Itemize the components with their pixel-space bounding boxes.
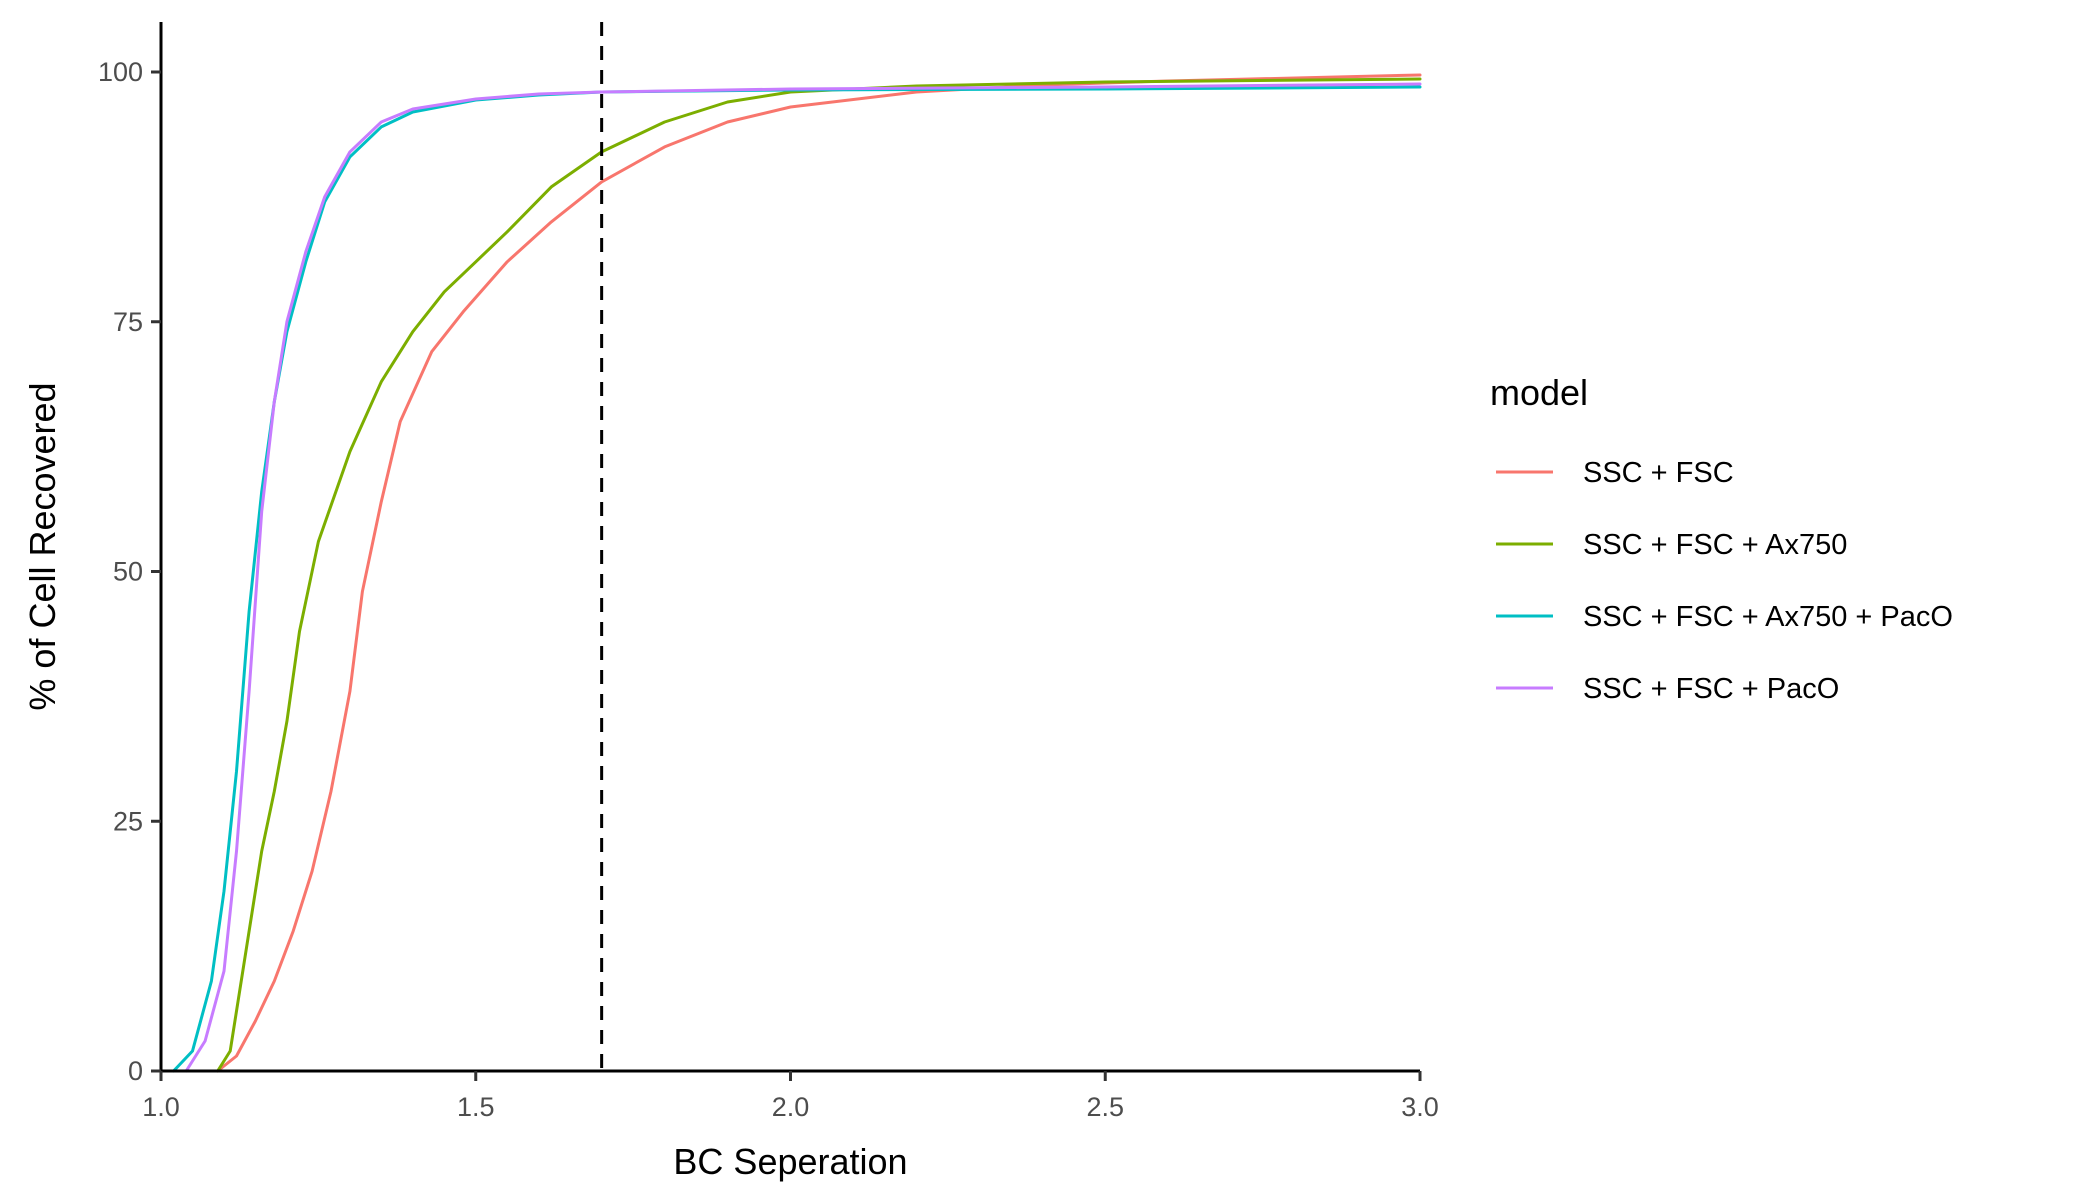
- legend-label: SSC + FSC + Ax750: [1583, 529, 1847, 561]
- legend-items: SSC + FSC SSC + FSC + Ax750 SSC + FSC + Ax…: [1496, 457, 1953, 705]
- x-tick-label: 3.0: [1401, 1092, 1439, 1122]
- x-tick-label: 2.0: [772, 1092, 810, 1122]
- y-tick-label: 100: [98, 57, 143, 87]
- series-line: [184, 82, 1422, 1073]
- plot-area: [172, 22, 1422, 1073]
- x-axis-title: BC Seperation: [673, 1141, 907, 1182]
- y-tick-label: 0: [128, 1056, 143, 1086]
- y-tick-label: 75: [113, 307, 143, 337]
- legend-label: SSC + FSC: [1583, 457, 1734, 489]
- x-tick-label: 2.5: [1086, 1092, 1124, 1122]
- axes: 1.0 1.5 2.0 2.5 3.0 0 25 50 75 100: [98, 22, 1439, 1122]
- legend-label: SSC + FSC + Ax750 + PacO: [1583, 601, 1953, 633]
- x-tick-label: 1.0: [142, 1092, 180, 1122]
- y-axis-title: % of Cell Recovered: [22, 382, 63, 710]
- x-tick-label: 1.5: [457, 1092, 495, 1122]
- y-tick-label: 25: [113, 806, 143, 836]
- series-line: [172, 85, 1422, 1073]
- series-line: [216, 73, 1422, 1073]
- x-ticks: 1.0 1.5 2.0 2.5 3.0: [142, 1071, 1439, 1122]
- y-ticks: 0 25 50 75 100: [98, 57, 161, 1086]
- legend-label: SSC + FSC + PacO: [1583, 673, 1839, 705]
- legend-title: model: [1490, 372, 1588, 413]
- series-layer: [172, 73, 1422, 1073]
- y-tick-label: 50: [113, 557, 143, 587]
- series-line: [216, 77, 1422, 1073]
